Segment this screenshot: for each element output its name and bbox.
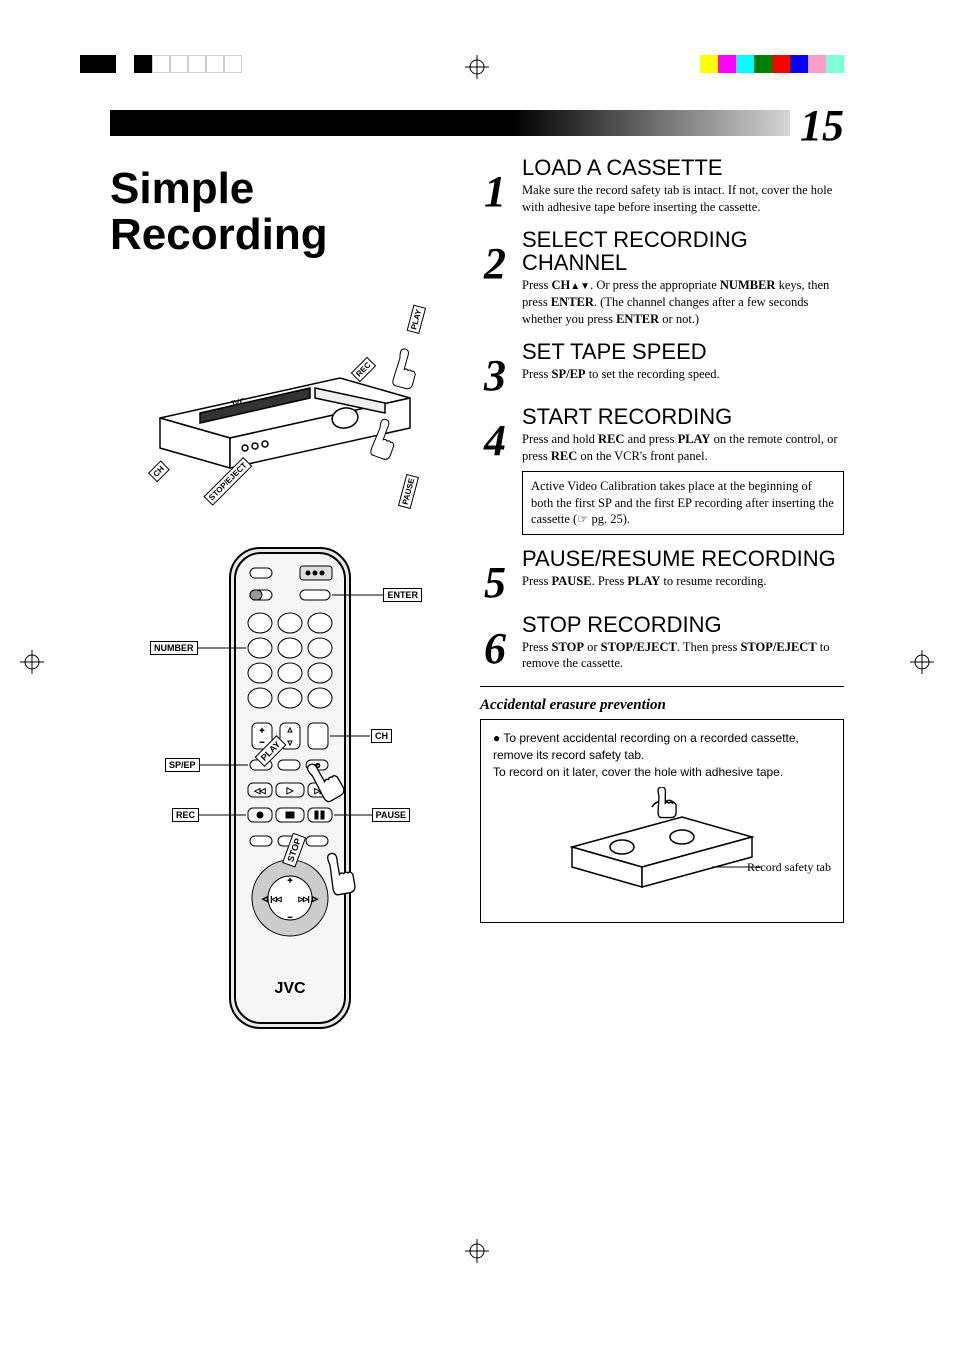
step-5-text: Press PAUSE. Press PLAY to resume record…: [522, 573, 844, 590]
warning-bullet-1: To prevent accidental recording on a rec…: [493, 730, 831, 780]
step-6: 6 STOP RECORDING Press STOP or STOP/EJEC…: [480, 613, 844, 673]
remote-label-enter: ENTER: [383, 588, 422, 602]
remote-label-spep: SP/EP: [165, 758, 200, 772]
svg-text:−: −: [288, 913, 293, 922]
step-3-number: 3: [480, 358, 510, 393]
svg-text:▼: ▼: [287, 739, 294, 747]
warning-box: To prevent accidental recording on a rec…: [480, 719, 844, 922]
step-5: 5 PAUSE/RESUME RECORDING Press PAUSE. Pr…: [480, 547, 844, 600]
step-2-title: SELECT RECORDING CHANNEL: [522, 228, 844, 274]
svg-text:|◀◀: |◀◀: [271, 897, 282, 903]
remote-diagram: + − ▲ ▼ ⟲ ◀◀ ▶ ▶▶: [160, 538, 420, 1048]
cassette-figure: Record safety tab: [493, 787, 831, 912]
step-4-text: Press and hold REC and press PLAY on the…: [522, 431, 844, 465]
step-2-text: Press CH▲▼. Or press the appropriate NUM…: [522, 277, 844, 328]
step-4-note: Active Video Calibration takes place at …: [522, 471, 844, 536]
title-line-1: Simple: [110, 164, 254, 213]
right-column: 1 LOAD A CASSETTE Make sure the record s…: [480, 156, 844, 1048]
step-2: 2 SELECT RECORDING CHANNEL Press CH▲▼. O…: [480, 228, 844, 328]
remote-brand-text: JVC: [274, 980, 306, 997]
step-1-text: Make sure the record safety tab is intac…: [522, 182, 844, 216]
reg-right-swatches: [700, 55, 844, 73]
reg-crosshair-bottom-icon: [465, 1239, 489, 1268]
step-2-number: 2: [480, 246, 510, 328]
remote-label-rec: REC: [172, 808, 199, 822]
reg-crosshair-top-icon: [465, 55, 489, 84]
svg-text:▶▶|: ▶▶|: [299, 897, 309, 903]
remote-label-ch: CH: [371, 729, 392, 743]
step-4-title: START RECORDING: [522, 405, 844, 428]
reg-crosshair-right-icon: [910, 650, 934, 679]
step-3-text: Press SP/EP to set the recording speed.: [522, 366, 844, 383]
step-1-number: 1: [480, 174, 510, 216]
step-4-number: 4: [480, 423, 510, 535]
step-6-number: 6: [480, 631, 510, 673]
svg-text:▶: ▶: [287, 786, 294, 795]
step-6-text: Press STOP or STOP/EJECT. Then press STO…: [522, 639, 844, 673]
vcr-diagram: PLAY REC CH STOP/EJECT PAUSE JVC: [140, 308, 440, 508]
step-3-title: SET TAPE SPEED: [522, 340, 844, 363]
step-5-number: 5: [480, 565, 510, 600]
remote-label-pause: PAUSE: [372, 808, 410, 822]
reg-left-swatches: [80, 55, 242, 73]
svg-text:+: +: [260, 726, 265, 735]
step-5-title: PAUSE/RESUME RECORDING: [522, 547, 844, 570]
header-gradient-bar: 15: [110, 110, 844, 136]
section-rule: [480, 686, 844, 687]
remote-label-number: NUMBER: [150, 641, 198, 655]
step-1-title: LOAD A CASSETTE: [522, 156, 844, 179]
svg-text:◀◀: ◀◀: [255, 787, 266, 795]
warning-title: Accidental erasure prevention: [480, 697, 844, 714]
svg-text:▲: ▲: [287, 726, 294, 734]
manual-page: 15 Simple Recording: [0, 0, 954, 1288]
left-column: Simple Recording: [110, 156, 470, 1048]
svg-text:+: +: [288, 876, 293, 885]
title-line-2: Recording: [110, 210, 328, 259]
svg-text:▷: ▷: [312, 895, 318, 903]
step-4: 4 START RECORDING Press and hold REC and…: [480, 405, 844, 535]
page-number: 15: [790, 100, 844, 151]
step-1: 1 LOAD A CASSETTE Make sure the record s…: [480, 156, 844, 216]
step-6-title: STOP RECORDING: [522, 613, 844, 636]
registration-top: [0, 55, 954, 85]
cassette-fig-label: Record safety tab: [747, 859, 831, 876]
reg-crosshair-left-icon: [20, 650, 44, 679]
step-3: 3 SET TAPE SPEED Press SP/EP to set the …: [480, 340, 844, 393]
page-title: Simple Recording: [110, 166, 470, 258]
svg-text:◁: ◁: [262, 895, 268, 903]
